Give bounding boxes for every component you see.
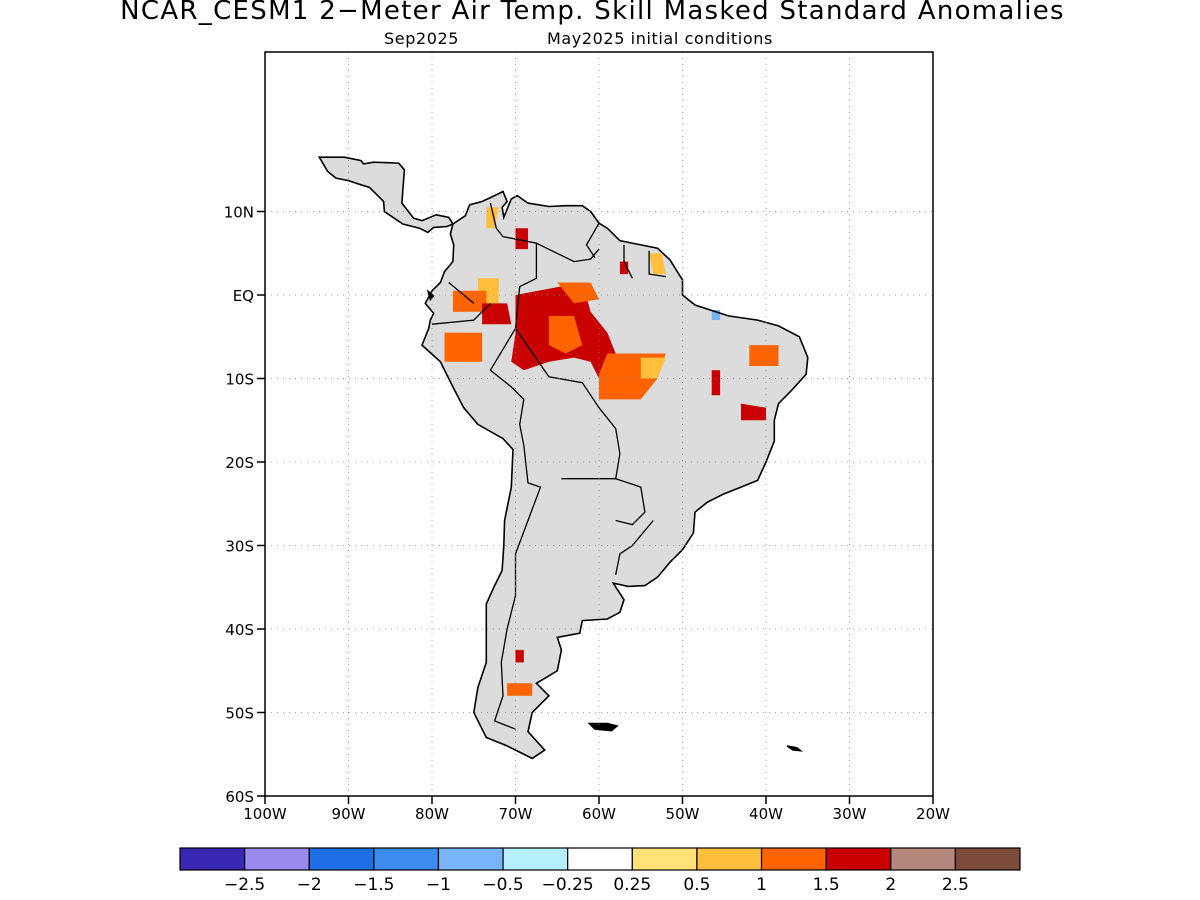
colorbar-swatch — [179, 847, 246, 871]
anomaly-layer — [444, 207, 779, 696]
colorbar-label: 1.5 — [813, 875, 840, 895]
colorbar-label: −2 — [297, 875, 322, 895]
country-border — [489, 328, 525, 446]
colorbar-label: −2.5 — [224, 875, 265, 895]
colorbar-label: 2.5 — [942, 875, 969, 895]
anomaly-region — [486, 207, 499, 229]
anomaly-region — [557, 282, 599, 304]
colorbar-swatch — [760, 847, 827, 871]
island — [426, 289, 435, 302]
country-border — [448, 282, 475, 304]
colorbar-label: 0.25 — [613, 875, 651, 895]
anomaly-region — [515, 228, 528, 250]
country-border — [514, 328, 621, 454]
lat-tick-label: 60S — [225, 788, 254, 806]
lon-tick-label: 60W — [582, 805, 616, 823]
colorbar-swatch — [696, 847, 763, 871]
country-border — [536, 242, 600, 263]
colorbar-swatch — [244, 847, 310, 871]
colorbar-swatch — [437, 847, 504, 871]
anomaly-region — [482, 303, 512, 325]
lat-tick-label: 10N — [224, 204, 254, 222]
island — [786, 745, 804, 752]
anomaly-region — [444, 332, 483, 362]
lon-tick-label: 40W — [749, 805, 783, 823]
lat-tick-label: EQ — [233, 287, 254, 305]
lon-tick-label: 70W — [499, 805, 533, 823]
country-border — [431, 302, 491, 325]
lon-tick-label: 50W — [666, 805, 700, 823]
anomaly-region — [640, 357, 666, 379]
coastline-layer — [317, 156, 809, 760]
colorbar-label: 0.5 — [683, 875, 710, 895]
masked-land-layer — [319, 157, 808, 759]
colorbar-swatch — [502, 847, 569, 871]
country-border — [615, 478, 646, 526]
colorbar-label: −0.5 — [482, 875, 523, 895]
lat-tick-label: 40S — [225, 621, 254, 639]
lat-tick-label: 10S — [225, 371, 254, 389]
colorbar: −2.5 −2 −1.5 −1 −0.5 −0.25 0.25 0.5 1 1.5 2 2.5 — [179, 847, 1021, 895]
lat-tick-label: 20S — [225, 454, 254, 472]
graticule — [265, 52, 933, 796]
land-mass — [319, 157, 453, 233]
colorbar-label: −0.25 — [542, 875, 594, 895]
country-border — [493, 445, 542, 730]
lat-tick-label: 50S — [225, 705, 254, 723]
country-border — [615, 520, 654, 575]
colorbar-swatch — [825, 847, 892, 871]
colorbar-label: 2 — [885, 875, 896, 895]
country-border — [648, 250, 666, 278]
colorbar-swatch — [567, 847, 633, 871]
map-title: NCAR_CESM1 2−Meter Air Temp. Skill Maske… — [120, 0, 1065, 26]
initial-conditions-label: May2025 initial conditions — [547, 29, 773, 48]
colorbar-label: −1 — [426, 875, 451, 895]
forecast-month: Sep2025 — [384, 29, 460, 48]
anomaly-region — [711, 370, 721, 396]
anomaly-region — [452, 290, 487, 312]
anomaly-region — [749, 345, 779, 366]
lon-tick-label: 80W — [415, 805, 449, 823]
colorbar-swatch — [890, 847, 956, 871]
lon-tick-label: 90W — [332, 805, 366, 823]
island — [587, 722, 619, 732]
anomaly-region — [649, 253, 666, 275]
colorbar-swatch — [373, 847, 440, 871]
country-border — [623, 244, 633, 279]
anomaly-region — [741, 403, 766, 421]
coastline — [421, 190, 809, 760]
lon-tick-label: 20W — [916, 805, 950, 823]
land-mass — [422, 191, 808, 759]
anomaly-region — [507, 683, 533, 696]
colorbar-swatch — [631, 847, 698, 871]
colorbar-label: −1.5 — [353, 875, 394, 895]
country-border — [585, 222, 600, 258]
lat-tick-label: 30S — [225, 538, 254, 556]
anomaly-region — [515, 649, 524, 663]
coastline — [317, 156, 455, 234]
anomaly-region — [548, 315, 583, 354]
colorbar-swatch — [308, 847, 375, 871]
lon-tick-label: 30W — [833, 805, 867, 823]
colorbar-swatch — [954, 847, 1021, 871]
lon-tick-label: 100W — [243, 805, 287, 823]
colorbar-label: 1 — [756, 875, 767, 895]
